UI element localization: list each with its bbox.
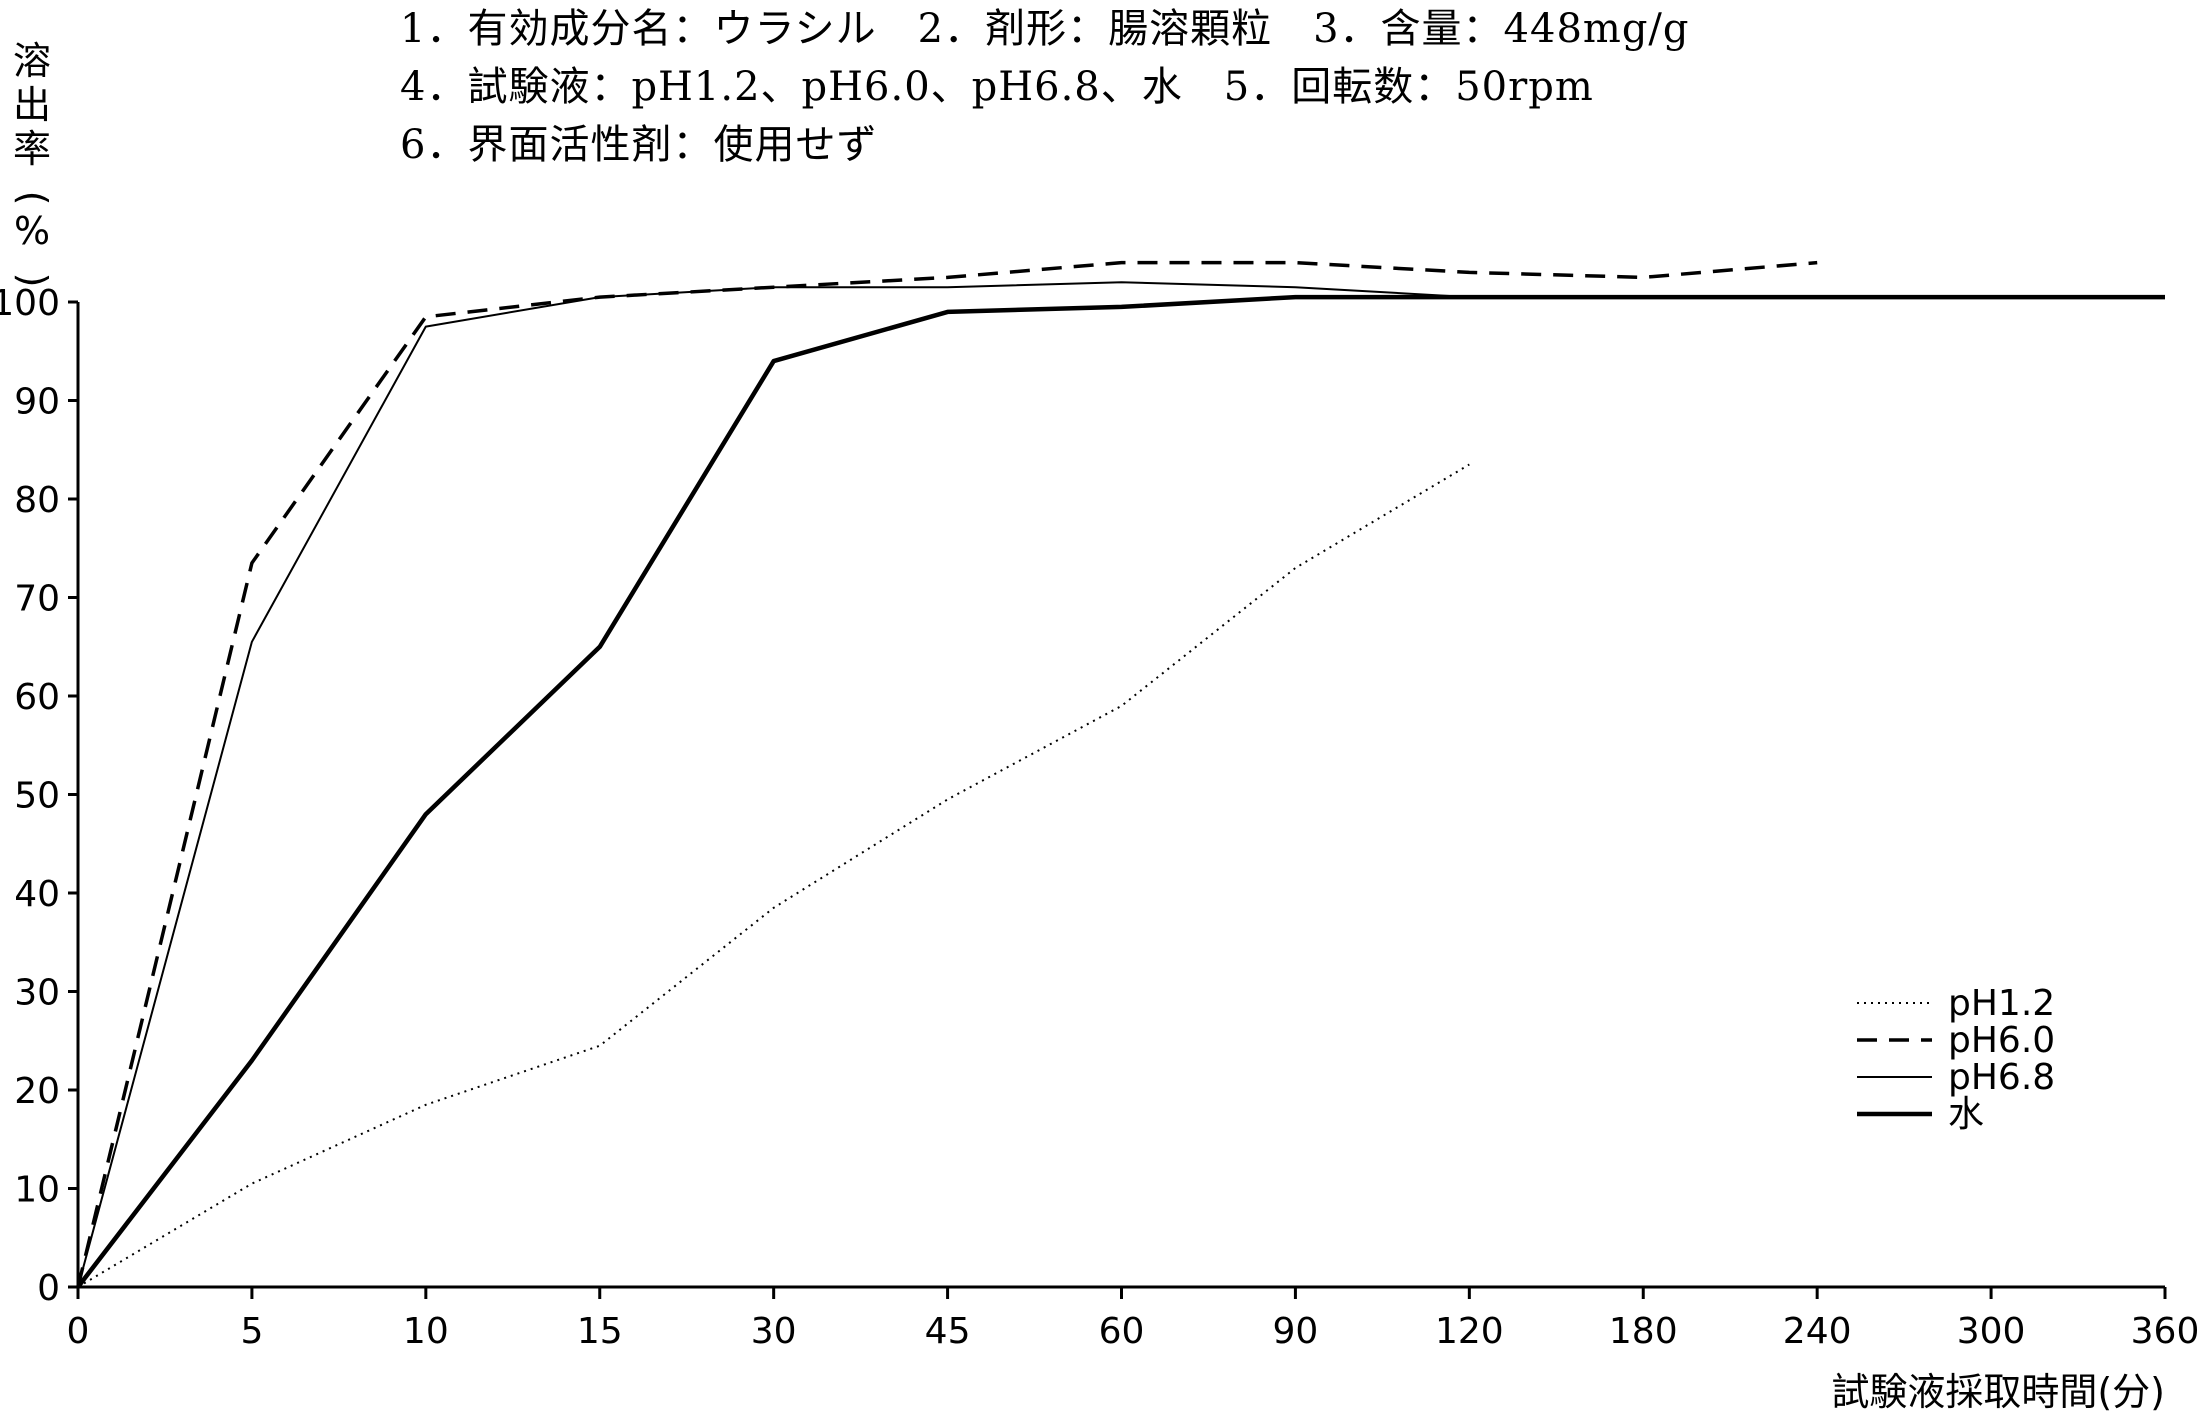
legend-label: pH6.8 [1948,1057,2055,1098]
x-tick-label: 5 [240,1311,263,1352]
x-tick-label: 0 [67,1311,90,1352]
x-tick-label: 60 [1099,1311,1145,1352]
x-tick-label: 180 [1609,1311,1678,1352]
x-tick-label: 300 [1957,1311,2026,1352]
series-line-1 [76,260,1818,1288]
y-tick-label: 20 [14,1071,60,1112]
x-tick-label: 10 [403,1311,449,1352]
y-tick-label: 40 [14,874,60,915]
x-tick-label: 90 [1273,1311,1319,1352]
x-tick-label: 240 [1783,1311,1852,1352]
x-tick-label: 360 [2131,1311,2200,1352]
y-tick-label: 50 [14,776,60,817]
x-tick-label: 120 [1435,1311,1504,1352]
series-line-2 [77,281,1470,1288]
header-line-1: 1．有効成分名：ウラシル 2．剤形：腸溶顆粒 3．含量：448mg/g [400,6,1690,52]
y-tick-label: 60 [14,677,60,718]
x-tick-label: 15 [577,1311,623,1352]
legend-label: pH1.2 [1948,983,2055,1024]
series-line-0 [77,463,1470,1288]
x-tick-label: 30 [751,1311,797,1352]
legend-label: 水 [1948,1094,1984,1135]
y-axis-title-char: % [14,209,50,253]
series-line-3 [76,294,2165,1289]
y-tick-label: 0 [37,1268,60,1309]
y-axis-title-char: ) [11,273,55,288]
y-axis-title-char: 出 [13,83,51,127]
y-tick-label: 80 [14,480,60,521]
x-tick-label: 45 [925,1311,971,1352]
header-line-3: 6．界面活性剤：使用せず [400,122,878,168]
axes: 0 10 20 30 40 50 60 70 80 90 100 0 5 10 15 30 45 60 90 120 1… [0,39,2199,1414]
header-line-2: 4．試験液：pH1.2、pH6.0、pH6.8、水 5．回転数：50rpm [400,64,1594,110]
y-tick-label: 10 [14,1170,60,1211]
y-axis-title-char: ( [11,191,55,206]
y-axis-title-char: 率 [13,127,51,171]
legend-label: pH6.0 [1948,1020,2055,1061]
y-tick-label: 70 [14,579,60,620]
y-axis-title: 溶出率 (%) [11,39,55,287]
chart-header: 1．有効成分名：ウラシル 2．剤形：腸溶顆粒 3．含量：448mg/g 4．試験… [400,0,1690,174]
y-tick-label: 90 [14,382,60,423]
x-axis-title: 試験液採取時間(分) [1831,1370,2165,1414]
y-axis-title-char: 溶 [13,39,51,83]
y-tick-label: 100 [0,283,60,324]
series-lines [76,260,2165,1289]
y-tick-label: 30 [14,973,60,1014]
